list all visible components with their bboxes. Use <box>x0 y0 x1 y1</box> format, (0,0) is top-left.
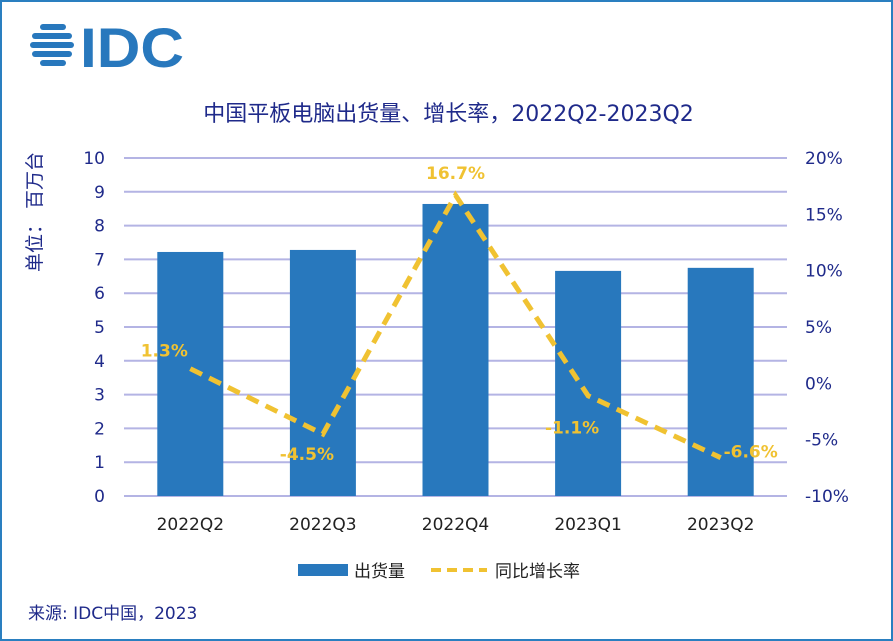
data-label: -1.1% <box>545 419 599 439</box>
y2-tick-label: -10% <box>805 487 849 507</box>
legend-line-swatch <box>431 567 487 572</box>
data-label: -4.5% <box>280 445 334 465</box>
idc-logo: IDC <box>30 20 184 70</box>
y-tick-label: 0 <box>94 487 105 507</box>
x-tick-label: 2022Q2 <box>157 515 224 535</box>
y-tick-label: 3 <box>94 386 105 406</box>
legend: 出货量 同比增长率 <box>298 557 580 582</box>
y-tick-label: 2 <box>94 419 105 439</box>
y-tick-label: 7 <box>94 250 105 270</box>
x-tick-label: 2022Q3 <box>289 515 356 535</box>
y-tick-label: 6 <box>94 284 105 304</box>
y-tick-label: 4 <box>94 352 105 372</box>
y-tick-label: 9 <box>94 183 105 203</box>
plot-area: 0 1 2 3 4 5 6 7 8 9 10 -10% -5% 0% 5% 10% 15% 20% 2022Q2 20… <box>83 149 849 535</box>
bar <box>157 251 224 496</box>
data-label: 1.3% <box>141 342 188 362</box>
y2-tick-label: 5% <box>805 318 832 338</box>
bar <box>422 203 489 496</box>
data-label: 16.7% <box>426 164 485 184</box>
chart-title: 中国平板电脑出货量、增长率，2022Q2-2023Q2 <box>203 102 694 127</box>
x-tick-label: 2023Q1 <box>554 515 621 535</box>
svg-text:IDC: IDC <box>80 20 184 70</box>
y2-tick-label: 20% <box>805 149 843 169</box>
y-axis-label: 单位： 百万台 <box>24 151 46 272</box>
legend-line-label: 同比增长率 <box>495 562 580 582</box>
bar <box>687 267 754 496</box>
y-tick-label: 5 <box>94 318 105 338</box>
y-tick-label: 8 <box>94 217 105 237</box>
y2-tick-label: 10% <box>805 262 843 282</box>
x-tick-label: 2023Q2 <box>687 515 754 535</box>
x-tick-label: 2022Q4 <box>422 515 489 535</box>
y-tick-label: 10 <box>83 149 105 169</box>
y-tick-label: 1 <box>94 453 105 473</box>
bar <box>289 249 356 496</box>
data-label: -6.6% <box>724 443 778 463</box>
legend-bar-label: 出货量 <box>354 562 405 582</box>
y2-tick-label: 15% <box>805 205 843 225</box>
source-note: 来源: IDC中国，2023 <box>28 604 198 624</box>
bar <box>555 270 622 496</box>
y2-tick-label: 0% <box>805 374 832 394</box>
y2-tick-label: -5% <box>805 431 838 451</box>
legend-bar-swatch <box>298 563 348 576</box>
